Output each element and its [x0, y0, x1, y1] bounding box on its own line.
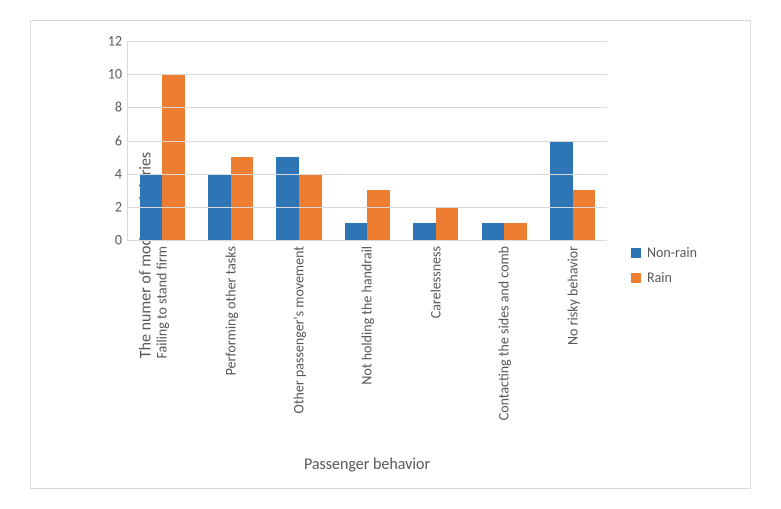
gridline	[128, 141, 607, 142]
legend-label: Non-rain	[647, 244, 697, 261]
legend: Non-rain Rain	[631, 236, 697, 294]
bar	[367, 190, 390, 240]
bar	[482, 223, 505, 240]
x-tick-label: Performing other tasks	[222, 240, 239, 375]
x-tick-label: Not holding the handrail	[359, 240, 376, 385]
chart-panel: The numer of moderate injuries Failing t…	[30, 20, 751, 489]
bar	[345, 223, 368, 240]
y-tick-label: 0	[115, 232, 128, 249]
legend-label: Rain	[647, 269, 672, 286]
bar	[162, 74, 185, 240]
legend-item: Non-rain	[631, 244, 697, 261]
x-axis-label: Passenger behavior	[127, 455, 607, 474]
bar	[550, 141, 573, 241]
bar	[413, 223, 436, 240]
gridline	[128, 207, 607, 208]
y-tick-label: 6	[115, 132, 128, 149]
chart-frame: The numer of moderate injuries Failing t…	[0, 0, 781, 509]
gridline	[128, 107, 607, 108]
bar	[573, 190, 596, 240]
y-tick-label: 10	[108, 66, 128, 83]
plot-wrap: Failing to stand firmPerforming other ta…	[127, 41, 607, 241]
y-tick-label: 8	[115, 99, 128, 116]
x-tick-label: No risky behavior	[564, 240, 581, 345]
x-tick-label: Contacting the sides and comb	[496, 240, 513, 420]
y-tick-label: 12	[108, 33, 128, 50]
legend-item: Rain	[631, 269, 697, 286]
legend-swatch	[631, 248, 641, 258]
plot-area: Failing to stand firmPerforming other ta…	[127, 41, 607, 241]
gridline	[128, 174, 607, 175]
bar	[436, 207, 459, 240]
gridline	[128, 74, 607, 75]
x-tick-label: Carelessness	[427, 240, 444, 318]
bar	[276, 157, 299, 240]
x-tick-label: Failing to stand firm	[154, 240, 171, 359]
gridline	[128, 41, 607, 42]
x-tick-label: Other passenger's movement	[291, 240, 308, 413]
y-tick-label: 4	[115, 165, 128, 182]
bar	[231, 157, 254, 240]
y-tick-label: 2	[115, 198, 128, 215]
legend-swatch	[631, 273, 641, 283]
bar	[504, 223, 527, 240]
